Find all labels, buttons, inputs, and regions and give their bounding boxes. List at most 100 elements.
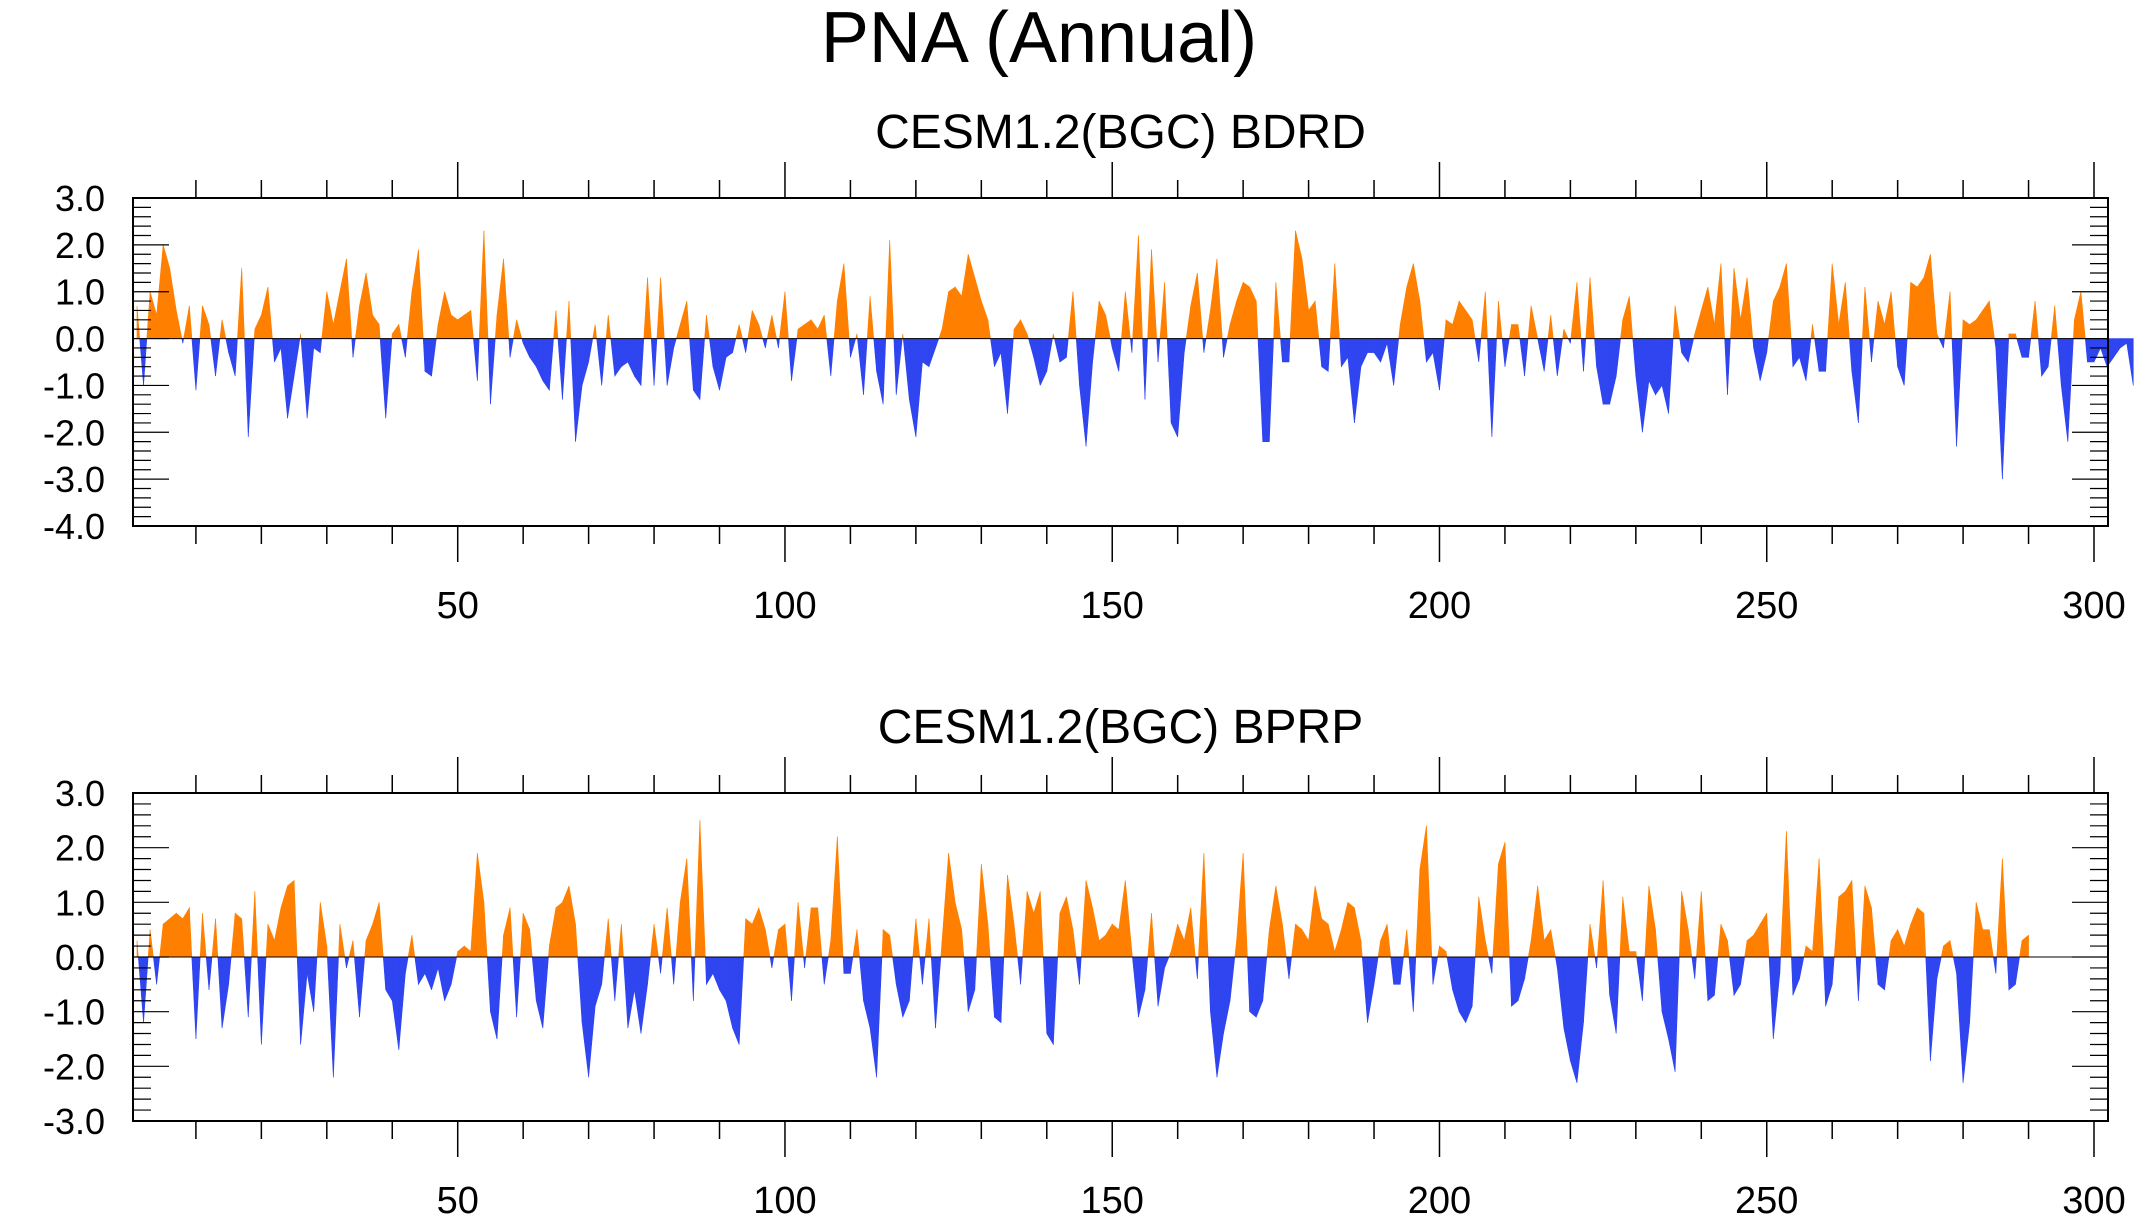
area-positive <box>1833 896 1840 958</box>
area-negative <box>1066 338 1069 358</box>
area-negative <box>725 956 733 1029</box>
area-positive <box>817 315 825 339</box>
area-negative <box>191 338 197 391</box>
area-positive <box>735 324 740 339</box>
area-positive <box>1628 296 1634 339</box>
area-negative <box>873 338 877 372</box>
area-negative <box>1609 956 1617 1034</box>
area-positive <box>981 864 989 958</box>
area-negative <box>928 338 936 367</box>
area-positive <box>1242 281 1250 339</box>
area-negative <box>549 338 554 391</box>
area-positive <box>1862 287 1866 339</box>
area-positive <box>912 918 917 958</box>
area-positive <box>1936 333 1940 339</box>
area-negative <box>2016 338 2023 358</box>
area-negative <box>892 956 897 985</box>
area-negative <box>719 956 727 1002</box>
area-positive <box>1805 945 1813 958</box>
area-positive <box>1949 940 1954 958</box>
y-tick-label: 0.0 <box>55 937 105 978</box>
area-positive <box>1329 263 1336 339</box>
area-positive <box>1906 282 1912 339</box>
area-positive <box>817 907 823 958</box>
area-positive <box>1406 263 1414 339</box>
area-positive <box>2021 934 2029 958</box>
area-positive <box>1183 907 1192 958</box>
area-positive <box>1746 934 1754 958</box>
area-positive <box>660 277 665 339</box>
area-positive <box>765 929 771 958</box>
area-negative <box>1432 956 1438 985</box>
area-positive <box>483 230 489 339</box>
area-positive <box>1674 305 1681 339</box>
area-positive <box>1131 951 1133 958</box>
area-positive <box>1779 263 1787 339</box>
area-negative <box>1851 338 1859 423</box>
area-positive <box>1255 301 1259 339</box>
area-positive <box>621 924 624 958</box>
area-negative <box>333 956 339 1078</box>
area-negative <box>1609 338 1617 405</box>
area-negative <box>1132 956 1139 1018</box>
area-positive <box>1890 928 1898 958</box>
area-negative <box>1661 338 1669 414</box>
area-positive <box>666 907 672 958</box>
y-tick-label: -2.0 <box>43 1046 105 1087</box>
area-positive <box>1190 907 1196 958</box>
area-positive <box>1426 825 1433 958</box>
area-positive <box>182 906 190 958</box>
area-negative <box>1000 956 1005 1023</box>
area-positive <box>823 315 828 339</box>
area-negative <box>2002 338 2010 480</box>
area-positive <box>1744 940 1748 958</box>
panel-bdrd: CESM1.2(BGC) BDRD 50 100 150 200 250 300 3.0 2.0… <box>43 106 2134 627</box>
area-positive <box>771 315 777 339</box>
area-positive <box>1314 301 1320 339</box>
area-positive <box>889 935 893 958</box>
area-negative <box>379 338 387 419</box>
area-positive <box>1550 315 1554 339</box>
area-negative <box>791 956 795 1001</box>
area-negative <box>1491 338 1497 437</box>
area-negative <box>719 338 727 391</box>
area-negative <box>1823 956 1826 1007</box>
area-negative <box>1347 338 1355 423</box>
area-positive <box>1864 287 1870 339</box>
area-negative <box>1831 956 1835 985</box>
area-negative <box>562 338 567 400</box>
area-positive <box>568 885 576 958</box>
area-negative <box>1249 956 1257 1018</box>
area-negative <box>922 956 926 985</box>
area-positive <box>136 940 139 958</box>
area-negative <box>444 956 452 1001</box>
area-positive <box>1452 301 1460 339</box>
area-positive <box>208 324 212 339</box>
area-negative <box>1894 338 1898 367</box>
area-positive <box>1013 924 1018 958</box>
area-negative <box>570 338 576 442</box>
area-negative <box>1772 956 1781 1040</box>
area-negative <box>935 338 940 349</box>
area-positive <box>261 286 269 339</box>
area-negative <box>391 956 400 1050</box>
area-positive <box>941 853 949 958</box>
area-negative <box>1380 338 1388 363</box>
area-positive <box>656 277 661 339</box>
area-negative <box>1373 956 1379 985</box>
area-positive <box>1445 319 1453 339</box>
area-positive <box>1890 291 1896 339</box>
area-positive <box>437 291 445 339</box>
area-negative <box>2015 956 2020 985</box>
area-positive <box>1851 880 1857 958</box>
area-negative <box>1580 338 1584 372</box>
area-negative <box>850 956 854 974</box>
area-negative <box>1792 956 1800 996</box>
area-positive <box>738 324 743 339</box>
area-positive <box>2030 301 2036 339</box>
area-negative <box>1488 956 1493 974</box>
area-positive <box>805 907 812 958</box>
area-positive <box>1147 249 1152 339</box>
area-positive <box>607 315 612 339</box>
area-positive <box>889 240 895 339</box>
